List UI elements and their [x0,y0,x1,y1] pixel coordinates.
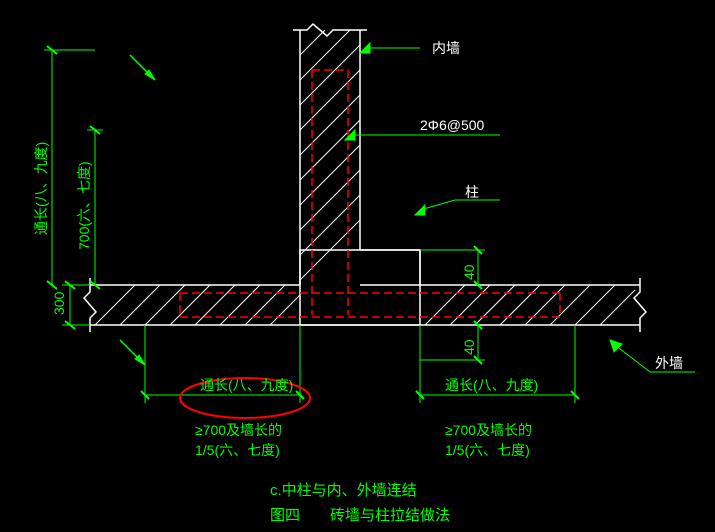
dim-40-bot: 40 [461,339,477,355]
label-inner-wall: 内墙 [432,40,460,56]
dim-40-top: 40 [461,264,477,280]
dim-300: 300 [51,291,67,315]
caption-1: c.中柱与内、外墙连结 [270,482,417,499]
label-rebar-spec: 2Φ6@500 [420,117,485,133]
rebar-ties [180,70,560,317]
vertical-wall [293,24,367,285]
note-right-2: 1/5(六、七度) [445,442,530,458]
dim-700: 700(六、七度) [76,161,92,250]
dim-full: 通长(八、九度) [33,142,49,235]
caption-2a: 图四 [270,507,300,524]
caption-2b: 砖墙与柱拉结做法 [330,507,450,524]
dim-left-text: 通长(八、九度) [200,377,293,393]
label-column: 柱 [465,184,479,200]
column [300,250,420,325]
horizontal-wall [84,278,646,332]
note-left-1: ≥700及墙长的 [195,422,282,438]
leaders [120,43,695,372]
drawing-canvas: 300 700(六、七度) 通长(八、九度) 40 40 通长(八、九度) 通长… [0,0,715,532]
label-outer-wall: 外墙 [655,355,683,371]
note-left-2: 1/5(六、七度) [195,442,280,458]
dim-right-text: 通长(八、九度) [445,377,538,393]
note-right-1: ≥700及墙长的 [445,422,532,438]
